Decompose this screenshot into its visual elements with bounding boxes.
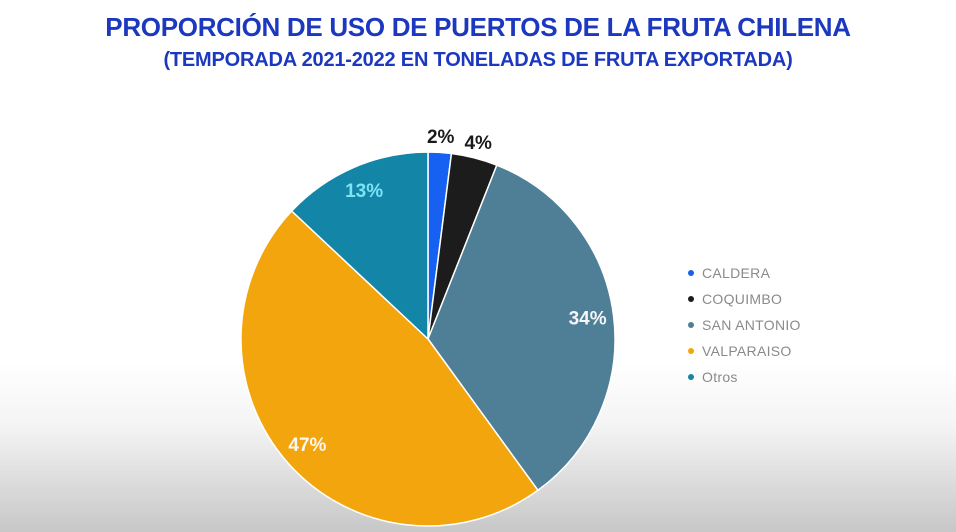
legend-item-caldera: CALDERA xyxy=(688,265,801,281)
legend-marker-icon xyxy=(688,270,694,276)
slice-label-otros: 13% xyxy=(345,181,383,202)
legend-label: VALPARAISO xyxy=(702,343,792,359)
legend-marker-icon xyxy=(688,296,694,302)
legend: CALDERA COQUIMBO SAN ANTONIO VALPARAISO Otro… xyxy=(688,265,801,396)
page-title: PROPORCIÓN DE USO DE PUERTOS DE LA FRUTA… xyxy=(105,12,851,42)
legend-label: COQUIMBO xyxy=(702,291,783,307)
legend-item-valparaiso: VALPARAISO xyxy=(688,343,801,359)
page-subtitle: (TEMPORADA 2021-2022 EN TONELADAS DE FRU… xyxy=(163,49,793,71)
legend-marker-icon xyxy=(688,322,694,328)
legend-marker-icon xyxy=(688,374,694,380)
chart-header: PROPORCIÓN DE USO DE PUERTOS DE LA FRUTA… xyxy=(0,12,956,72)
slice-label-san-antonio: 34% xyxy=(569,308,607,329)
slice-label-valparaiso: 47% xyxy=(288,435,326,456)
legend-label: CALDERA xyxy=(702,265,771,281)
legend-item-san-antonio: SAN ANTONIO xyxy=(688,317,801,333)
pie-slice-otros xyxy=(290,151,429,340)
pie-slice-san-antonio xyxy=(427,164,616,492)
legend-item-coquimbo: COQUIMBO xyxy=(688,291,801,307)
slice-label-caldera: 2% xyxy=(427,127,455,148)
pie-slice-valparaiso xyxy=(240,210,539,527)
legend-label: Otros xyxy=(702,369,738,385)
legend-marker-icon xyxy=(688,348,694,354)
legend-item-otros: Otros xyxy=(688,369,801,385)
slice-label-coquimbo: 4% xyxy=(464,133,492,154)
legend-label: SAN ANTONIO xyxy=(702,317,801,333)
